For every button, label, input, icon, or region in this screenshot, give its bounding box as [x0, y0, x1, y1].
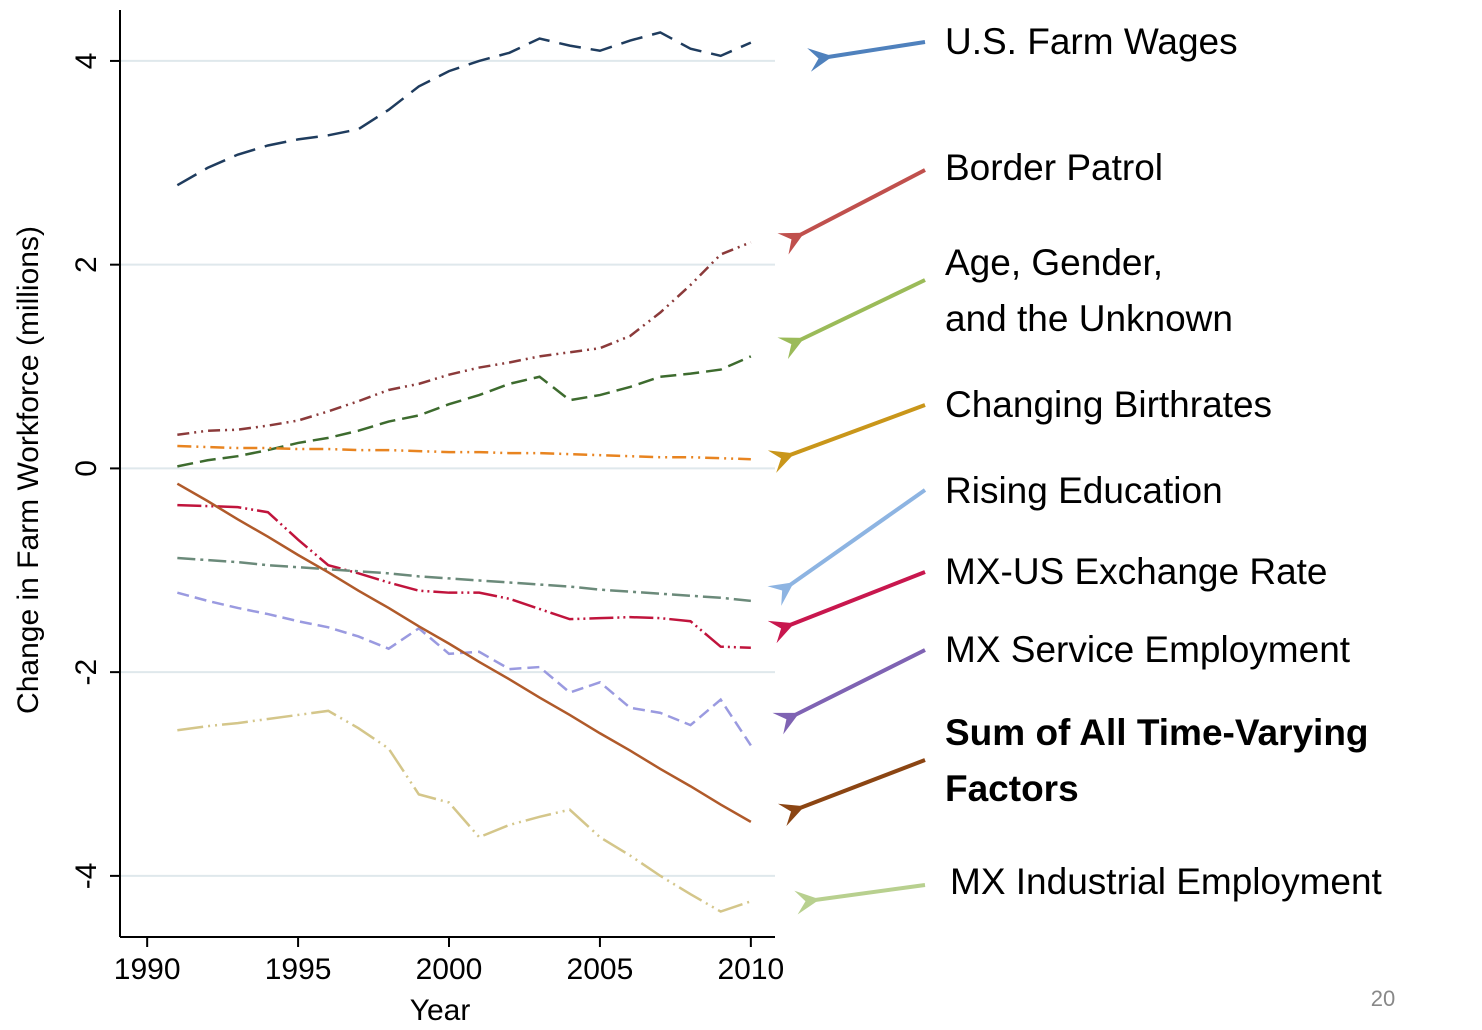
x-axis-label: Year	[410, 994, 471, 1027]
annotation-arrow	[777, 168, 926, 255]
x-tick-label: 2005	[567, 953, 634, 986]
annotation-label: Rising Education	[945, 470, 1223, 511]
series-line	[177, 709, 752, 913]
annotation-label: U.S. Farm Wages	[945, 21, 1238, 62]
annotation-label: and the Unknown	[945, 298, 1233, 339]
series-line	[177, 556, 751, 603]
y-tick-label: 4	[70, 53, 103, 70]
annotation-arrow	[767, 403, 926, 473]
annotation-label: Age, Gender,	[945, 242, 1163, 283]
annotation-arrow	[777, 278, 926, 360]
series-line	[176, 482, 752, 823]
y-tick-label: 0	[70, 460, 103, 477]
y-tick-label: 2	[70, 256, 103, 273]
annotation-label: Border Patrol	[945, 147, 1163, 188]
x-tick-label: 1995	[265, 953, 332, 986]
annotation-label: Changing Birthrates	[945, 384, 1272, 425]
annotation-arrow	[777, 758, 926, 827]
annotation-arrow	[767, 570, 926, 644]
series-line	[177, 591, 752, 747]
annotation-label: Sum of All Time-Varying	[945, 712, 1369, 753]
series-line	[176, 31, 752, 187]
annotation-arrow	[807, 40, 926, 72]
annotation-arrow	[794, 883, 926, 915]
annotation-label: MX Service Employment	[945, 629, 1351, 670]
y-tick-label: -4	[70, 863, 103, 890]
annotation-arrow	[772, 648, 926, 735]
annotation-label: MX Industrial Employment	[950, 861, 1383, 902]
annotation-arrow	[767, 488, 927, 606]
x-tick-label: 2010	[717, 953, 784, 986]
series-line	[177, 444, 751, 461]
y-axis-label: Change in Farm Workforce (millions)	[12, 226, 45, 714]
page-number: 20	[1371, 986, 1395, 1011]
x-tick-label: 2000	[416, 953, 483, 986]
series-line	[177, 503, 751, 649]
series-line	[177, 355, 752, 468]
annotation-label: MX-US Exchange Rate	[945, 551, 1328, 592]
annotation-label: Factors	[945, 768, 1079, 809]
x-tick-label: 1990	[114, 953, 181, 986]
y-tick-label: -2	[70, 659, 103, 686]
series-line	[177, 241, 752, 437]
